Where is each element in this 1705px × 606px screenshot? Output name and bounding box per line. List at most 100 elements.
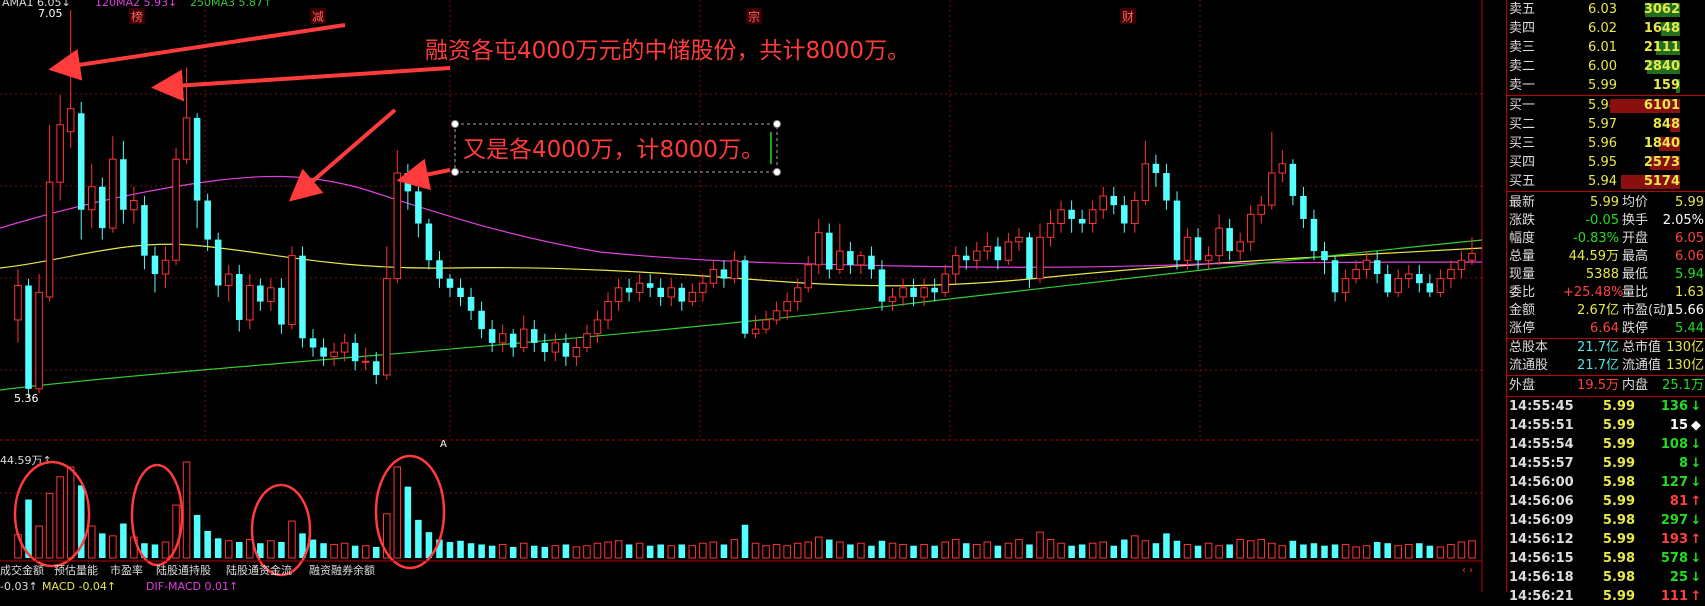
quote-value: 6.05 bbox=[1675, 231, 1704, 246]
indicator-tabs[interactable]: 成交金额 预估量能 市盈率 陆股通持股 陆股通资金流 融资融券余额 bbox=[0, 563, 375, 577]
quote-key: 涨停 bbox=[1509, 321, 1536, 336]
candle-body bbox=[1300, 195, 1307, 219]
candle bbox=[478, 301, 485, 339]
candle bbox=[1331, 255, 1339, 302]
tab-margin-balance[interactable]: 融资融券余额 bbox=[309, 563, 375, 577]
tabs-scroll-arrows[interactable]: ‹ › bbox=[1462, 565, 1473, 576]
candle-body bbox=[1194, 237, 1202, 261]
candle-body bbox=[25, 285, 32, 389]
volume-bar bbox=[1183, 543, 1192, 559]
event-marker-2[interactable]: 减 bbox=[312, 10, 324, 24]
volume-bar bbox=[383, 513, 391, 559]
candle bbox=[446, 274, 454, 297]
book-price: 5.94 bbox=[1588, 174, 1617, 189]
tab-hk-flow[interactable]: 陆股通资金流 bbox=[226, 563, 292, 577]
annotation-textbox-frame[interactable] bbox=[454, 123, 778, 173]
tab-pe-ratio[interactable]: 市盈率 bbox=[110, 563, 143, 577]
candle-body bbox=[1426, 283, 1434, 293]
tick-row[interactable]: 14:55:51 5.99 15 ◆ bbox=[1507, 416, 1705, 435]
candle-body bbox=[994, 246, 1002, 261]
candle-body bbox=[720, 269, 728, 279]
volume-bar bbox=[1447, 543, 1455, 559]
candle bbox=[193, 113, 201, 229]
candle bbox=[1036, 223, 1044, 284]
tick-time: 14:56:18 bbox=[1509, 570, 1574, 585]
candle bbox=[25, 278, 32, 398]
candle-body bbox=[1141, 163, 1150, 202]
quote-row: 涨停 6.64 跌停 5.44 bbox=[1507, 320, 1705, 338]
candle bbox=[35, 274, 43, 394]
tick-row[interactable]: 14:55:57 5.99 8 ↓ bbox=[1507, 454, 1705, 473]
event-marker-3[interactable]: 宗 bbox=[748, 9, 760, 24]
candle-body bbox=[531, 329, 538, 343]
candle-body bbox=[730, 259, 739, 280]
arrow-4 bbox=[396, 158, 451, 191]
quote-value: 6.06 bbox=[1675, 249, 1704, 264]
candle bbox=[1246, 205, 1255, 252]
candle bbox=[973, 241, 981, 270]
tick-price: 5.98 bbox=[1602, 551, 1635, 566]
book-price: 6.02 bbox=[1588, 21, 1617, 36]
volume-bar bbox=[1057, 542, 1065, 559]
candle-body bbox=[361, 360, 370, 363]
tick-row[interactable]: 14:55:54 5.99 108 ↓ bbox=[1507, 435, 1705, 454]
tick-row[interactable]: 14:56:00 5.98 127 ↓ bbox=[1507, 473, 1705, 492]
tick-list[interactable]: 14:55:45 5.99 136 ↓ 14:55:51 5.99 15 ◆ 14:55:54 5… bbox=[1507, 397, 1705, 606]
tick-row[interactable]: 14:56:12 5.99 193 ↑ bbox=[1507, 530, 1705, 549]
tick-row[interactable]: 14:56:09 5.98 297 ↓ bbox=[1507, 511, 1705, 530]
arrow-up-icon: ↑ bbox=[1690, 532, 1702, 547]
candle bbox=[130, 186, 138, 224]
quote-separator bbox=[1507, 191, 1705, 192]
candle bbox=[172, 147, 180, 265]
textbox-handles[interactable] bbox=[451, 120, 781, 176]
volume-bar bbox=[783, 545, 791, 559]
capital-separator bbox=[1507, 338, 1705, 339]
tab-turnover-amount[interactable]: 成交金额 bbox=[0, 563, 44, 577]
candle-body bbox=[783, 301, 791, 312]
volume-bar bbox=[1036, 531, 1044, 559]
candle-body bbox=[772, 310, 781, 321]
candle bbox=[614, 278, 623, 311]
low-price-label: 5.36 bbox=[14, 392, 39, 405]
arrow-down-icon: ↓ bbox=[1690, 399, 1702, 414]
capital-key: 总股本 bbox=[1509, 340, 1549, 355]
candle-body bbox=[625, 287, 633, 293]
candle bbox=[1194, 228, 1202, 270]
volume-bar bbox=[994, 545, 1002, 558]
dif-value: -0.03↑ bbox=[0, 580, 38, 592]
tick-row[interactable]: 14:55:45 5.99 136 ↓ bbox=[1507, 397, 1705, 416]
tick-row[interactable]: 14:56:06 5.99 81 ↑ bbox=[1507, 492, 1705, 511]
volume-bar bbox=[1300, 544, 1307, 558]
kline-chart[interactable]: AMA1 6.05↓ 120MA2 5.93↓ 250MA3 5.87↑ 榜 减… bbox=[0, 0, 1506, 592]
candle bbox=[1447, 260, 1455, 288]
book-price: 6.01 bbox=[1588, 40, 1617, 55]
candle-body bbox=[604, 301, 612, 321]
candle bbox=[762, 310, 770, 334]
candle bbox=[1257, 195, 1266, 224]
book-volume-bar bbox=[1670, 118, 1680, 132]
volume-bar bbox=[699, 542, 707, 559]
tab-estimated-volume[interactable]: 预估量能 bbox=[54, 563, 98, 577]
outer-value: 19.5万 bbox=[1577, 378, 1619, 393]
candle-body bbox=[920, 287, 928, 298]
tab-hk-holdings[interactable]: 陆股通持股 bbox=[156, 563, 211, 577]
candle-body bbox=[404, 173, 412, 192]
candle bbox=[793, 278, 802, 311]
tick-row[interactable]: 14:56:15 5.98 578 ↓ bbox=[1507, 549, 1705, 568]
event-marker-1[interactable]: 榜 bbox=[131, 9, 143, 24]
candle-body bbox=[35, 291, 43, 390]
tick-row[interactable]: 14:56:21 5.99 111 ↑ bbox=[1507, 587, 1705, 606]
arrow-up-icon: ↑ bbox=[1690, 494, 1702, 509]
volume-bar bbox=[161, 541, 170, 559]
candle bbox=[1394, 269, 1403, 297]
volume-bar bbox=[888, 542, 897, 559]
tick-price: 5.99 bbox=[1602, 437, 1635, 452]
tick-row[interactable]: 14:56:18 5.98 25 ↓ bbox=[1507, 568, 1705, 587]
volume-bar bbox=[45, 492, 54, 559]
event-marker-4[interactable]: 财 bbox=[1122, 10, 1134, 24]
quote-value: 6.64 bbox=[1590, 321, 1619, 336]
volume-bar bbox=[1026, 544, 1033, 558]
tick-price: 5.99 bbox=[1602, 494, 1635, 509]
volume-title: 44.59万↑ bbox=[0, 454, 52, 467]
tick-time: 14:56:09 bbox=[1509, 513, 1574, 528]
